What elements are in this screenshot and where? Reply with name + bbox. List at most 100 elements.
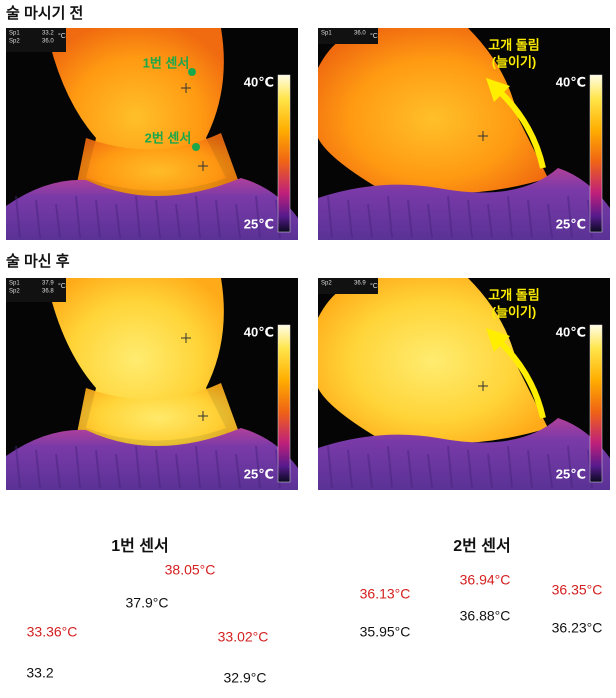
sweater-rib xyxy=(215,199,221,239)
sweater-rib xyxy=(547,203,553,239)
colorbar-max: 40℃ xyxy=(244,74,274,89)
sweater-rib xyxy=(235,453,241,489)
sensor-dot xyxy=(188,68,196,76)
sweater-rib xyxy=(175,453,181,489)
sweater-rib xyxy=(195,445,201,489)
sweater-rib xyxy=(255,445,261,489)
turn-arrowhead xyxy=(486,78,510,102)
colorbar-min: 25℃ xyxy=(244,466,274,481)
arrow-label: (늘이기) xyxy=(492,304,537,319)
sweater-rib xyxy=(347,449,353,489)
sensor-dot xyxy=(192,143,200,151)
sweater-rib xyxy=(75,195,81,239)
face xyxy=(318,278,548,444)
reference-value: 36.88°C xyxy=(460,608,511,624)
readout-unit: °C xyxy=(370,282,378,290)
readout-label: Sp2 xyxy=(9,39,20,45)
readout-label: Sp1 xyxy=(9,281,20,287)
sweater-rib xyxy=(155,199,161,239)
sweater-rib xyxy=(567,195,573,239)
colorbar-max: 40℃ xyxy=(556,324,586,339)
sweater-rib xyxy=(367,453,373,489)
sweater-rib xyxy=(215,449,221,489)
sweater-rib xyxy=(387,195,393,239)
sensor-label: 2번 센서 xyxy=(145,130,192,145)
sweater-rib xyxy=(155,449,161,489)
arrow-label: 고개 돌림 xyxy=(488,287,539,302)
colorbar-max: 40℃ xyxy=(244,324,274,339)
sweater-rib xyxy=(55,453,61,489)
thermal-image: Sp1 37.9 Sp2 36.8 °C 40℃ 25℃ xyxy=(6,278,298,490)
sweater-rib xyxy=(135,445,141,489)
readout-bar xyxy=(318,278,378,294)
sweater-rib xyxy=(175,203,181,239)
sweater-rib xyxy=(547,453,553,489)
sweater-rib xyxy=(407,199,413,239)
sweater-rib xyxy=(55,203,61,239)
colorbar-min: 25℃ xyxy=(556,216,586,231)
sweater-rib xyxy=(407,449,413,489)
thermal-image: Sp1 36.0 °C 40℃ 25℃ 고개 돌림 (늘이기) xyxy=(318,28,610,240)
neck xyxy=(76,133,241,203)
sweater-rib xyxy=(467,449,473,489)
readout-value: 37.9 xyxy=(42,281,54,287)
arrow-label: 고개 돌림 xyxy=(488,37,539,52)
sweater-rib xyxy=(135,195,141,239)
readout-unit: °C xyxy=(58,282,66,290)
reference-value: 37.9°C xyxy=(126,595,169,611)
sweater-rib xyxy=(15,195,21,239)
readout-label: Sp2 xyxy=(321,281,332,287)
sweater-rib xyxy=(255,195,261,239)
sweater-rib xyxy=(487,453,493,489)
neck xyxy=(76,383,241,453)
colorbar xyxy=(277,324,291,483)
colorbar xyxy=(277,74,291,233)
turn-arrowhead xyxy=(486,328,510,352)
sweater-rib xyxy=(427,203,433,239)
sweater-rib xyxy=(195,195,201,239)
sensor-title: 1번 센서 xyxy=(111,537,169,555)
sweater-rib xyxy=(347,199,353,239)
readout-unit: °C xyxy=(58,32,66,40)
measured-value: 36.13°C xyxy=(360,586,411,602)
sweater-rib xyxy=(527,199,533,239)
measured-value: 36.94°C xyxy=(460,572,511,588)
sweater-rib xyxy=(507,195,513,239)
face xyxy=(318,28,548,194)
measured-value: 33.36°C xyxy=(27,624,78,640)
sweater-rib xyxy=(115,453,121,489)
sweater-rib xyxy=(35,199,41,239)
sweater-rib xyxy=(487,203,493,239)
readout-value: 36.0 xyxy=(42,39,54,45)
sweater-rib xyxy=(95,449,101,489)
sweater-rib xyxy=(527,449,533,489)
sweater-rib xyxy=(467,199,473,239)
colorbar xyxy=(589,324,603,483)
sweater-rib xyxy=(115,203,121,239)
sensor-label: 1번 센서 xyxy=(143,55,190,70)
measured-value: 38.05°C xyxy=(165,562,216,578)
sweater-rib xyxy=(95,199,101,239)
readout-unit: °C xyxy=(370,32,378,40)
sweater-rib xyxy=(327,195,333,239)
readout-value: 36.9 xyxy=(354,281,366,287)
readout-value: 33.2 xyxy=(42,31,54,37)
thermal-image: Sp1 33.2 Sp2 36.0 °C 40℃ 25℃ 1번 센서 2번 센서 xyxy=(6,28,298,240)
sweater-rib xyxy=(75,445,81,489)
readout-label: Sp2 xyxy=(9,289,20,295)
section-title: 술 마시기 전 xyxy=(6,5,83,22)
readout-value: 36.0 xyxy=(354,31,366,37)
turn-arrow xyxy=(495,337,546,419)
sweater-rib xyxy=(15,445,21,489)
sensor-title: 2번 센서 xyxy=(453,537,511,555)
reference-value: 36.23°C xyxy=(552,620,603,636)
readout-label: Sp1 xyxy=(321,31,332,37)
sweater-rib xyxy=(447,445,453,489)
sweater-rib xyxy=(235,203,241,239)
readout-bar xyxy=(6,28,66,52)
sweater-rib xyxy=(567,445,573,489)
readout-label: Sp1 xyxy=(9,31,20,37)
sweater-rib xyxy=(507,445,513,489)
